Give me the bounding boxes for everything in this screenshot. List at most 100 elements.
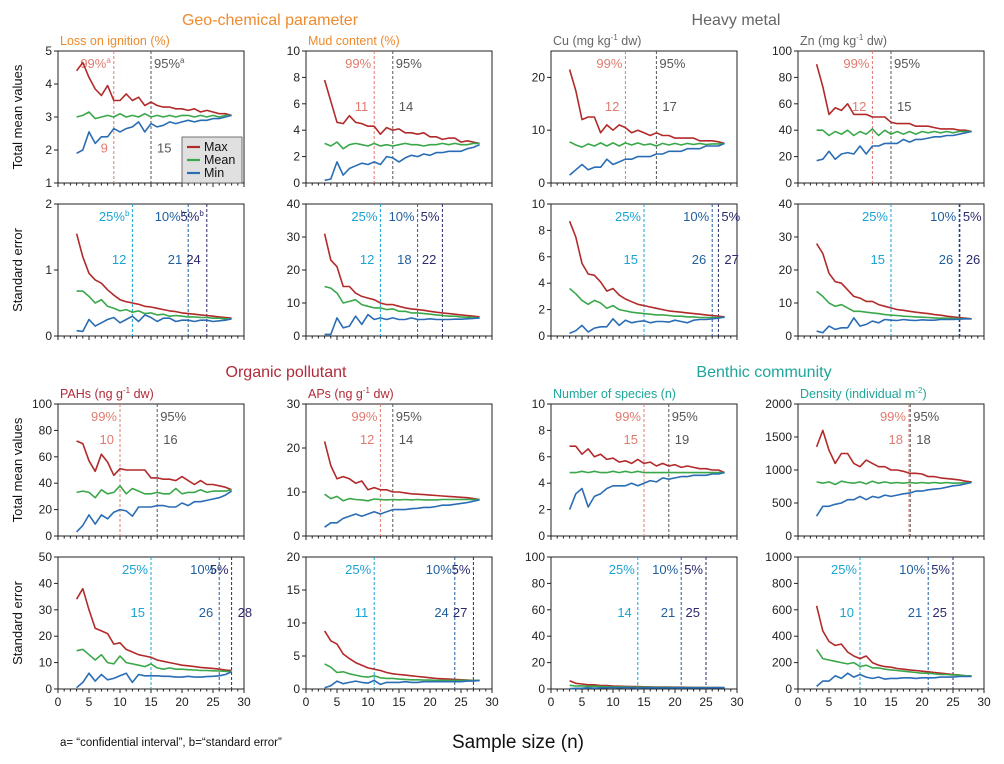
y-tick-label: 1000 (765, 463, 792, 477)
x-tick-label: 5 (579, 695, 586, 709)
x-tick-label: 25 (454, 695, 468, 709)
series-line-min (324, 143, 480, 182)
reference-label: 25% (615, 209, 641, 224)
panel-p3: 0 20 40 60 80 100 Zn (mg kg-1 dw) 99% 12 95% 15 (772, 33, 985, 190)
series-line-max (569, 445, 725, 474)
panel-title: PAHs (ng g-1 dw) (60, 386, 154, 401)
panel-p15: 0 200 400 600 800 1000 0 5 10 15 20 25 30 25% 10 10% 21 5… (765, 550, 991, 709)
y-tick-label: 2 (293, 150, 300, 164)
panel-title: Density (individual m-2) (800, 386, 927, 401)
reference-number: 14 (617, 605, 631, 620)
x-tick-label: 10 (113, 695, 127, 709)
y-tick-label: 0 (785, 529, 792, 543)
y-tick-label: 6 (538, 250, 545, 264)
series-line-min (76, 314, 232, 333)
y-tick-label: 4 (45, 77, 52, 91)
series-line-min (324, 679, 480, 689)
series-line-min (815, 481, 972, 517)
x-tick-label: 15 (637, 695, 651, 709)
reference-label: 99% (843, 56, 869, 71)
reference-number: 10 (840, 605, 854, 620)
reference-number: 19 (675, 432, 689, 447)
y-tick-label: 10 (779, 296, 793, 310)
legend-label: Mean (204, 153, 235, 167)
group-label-heavy: Heavy metal (692, 12, 781, 29)
series-line-min (569, 686, 725, 690)
reference-number: 15 (897, 99, 911, 114)
y-tick-label: 10 (532, 123, 546, 137)
y-tick-label: 0 (293, 682, 300, 696)
reference-label: 99% (351, 409, 377, 424)
x-tick-label: 0 (303, 695, 310, 709)
reference-number: 24 (434, 605, 448, 620)
y-tick-label: 0 (538, 176, 545, 190)
series-line-mean (324, 663, 480, 682)
y-tick-label: 0 (785, 682, 792, 696)
reference-label: 95% (160, 409, 186, 424)
y-tick-label: 20 (287, 550, 301, 564)
x-tick-label: 30 (977, 695, 991, 709)
y-tick-label: 0 (785, 176, 792, 190)
series-line-mean (569, 470, 725, 474)
panel-title: Loss on ignition (%) (60, 34, 170, 48)
x-tick-label: 25 (946, 695, 960, 709)
panel-title: Number of species (n) (553, 387, 676, 401)
series-line-mean (569, 141, 725, 148)
series-line-mean (76, 648, 232, 673)
y-tick-label: 40 (39, 476, 53, 490)
series-line-max (323, 233, 480, 318)
series-line-min (816, 130, 972, 162)
reference-number: 11 (355, 605, 369, 620)
y-tick-label: 2 (538, 303, 545, 317)
series-line-mean (324, 493, 480, 502)
reference-label: 95% (659, 56, 685, 71)
reference-number: 14 (399, 432, 413, 447)
panel-title: Mud content (%) (308, 34, 400, 48)
x-tick-label: 0 (548, 695, 555, 709)
y-tick-label: 10 (287, 296, 301, 310)
series-line-mean (76, 484, 232, 499)
y-tick-label: 80 (779, 70, 793, 84)
reference-label: 99% (615, 409, 641, 424)
y-tick-label: 2 (538, 503, 545, 517)
reference-label: 5% (210, 562, 229, 577)
series-line-max (568, 220, 725, 318)
y-tick-label: 500 (772, 496, 792, 510)
panel-title: Zn (mg kg-1 dw) (800, 33, 887, 48)
y-tick-label: 4 (293, 123, 300, 137)
panel-p6: 0 2 4 6 8 10 25% 15 10% 26 5% 27 (532, 197, 741, 343)
y-tick-label: 8 (538, 223, 545, 237)
y-tick-label: 30 (39, 603, 53, 617)
y-tick-label: 0 (538, 682, 545, 696)
y-tick-label: 1500 (765, 430, 792, 444)
reference-label: 25% (609, 562, 635, 577)
panel-p2: 0 10 20 Cu (mg kg-1 dw) 99% 12 95% 17 (532, 33, 738, 190)
y-tick-label: 20 (39, 503, 53, 517)
y-tick-label: 6 (293, 97, 300, 111)
reference-label: 99% (880, 409, 906, 424)
x-tick-label: 25 (206, 695, 220, 709)
x-tick-label: 15 (144, 695, 158, 709)
y-tick-label: 800 (772, 576, 792, 590)
x-tick-label: 20 (423, 695, 437, 709)
reference-number: 25 (686, 605, 700, 620)
reference-label: 10% (426, 562, 452, 577)
reference-number: 10 (100, 432, 114, 447)
panel-p12: 0 10 20 30 40 50 0 5 10 15 20 25 30 25% 15 10% 26 5% 28 (39, 550, 252, 709)
reference-number: 12 (112, 252, 126, 267)
y-tick-label: 0 (293, 529, 300, 543)
group-label-benthic: Benthic community (696, 364, 831, 381)
reference-number: 16 (163, 432, 177, 447)
y-tick-label: 100 (525, 550, 545, 564)
panel-p8: 0 20 40 60 80 100 PAHs (ng g-1 dw) 99% 10 95% 16 (32, 386, 245, 543)
panel-p13: 0 5 10 15 20 0 5 10 15 20 25 30 25% 11 10% 24 5% 27 (287, 550, 499, 709)
x-tick-label: 15 (884, 695, 898, 709)
series-line-max (75, 61, 232, 117)
reference-number: 18 (916, 432, 930, 447)
series-line-max (75, 233, 232, 319)
y-tick-label: 0 (538, 529, 545, 543)
reference-number: 26 (692, 252, 706, 267)
reference-label: 95% (396, 56, 422, 71)
y-tick-label: 0 (45, 529, 52, 543)
